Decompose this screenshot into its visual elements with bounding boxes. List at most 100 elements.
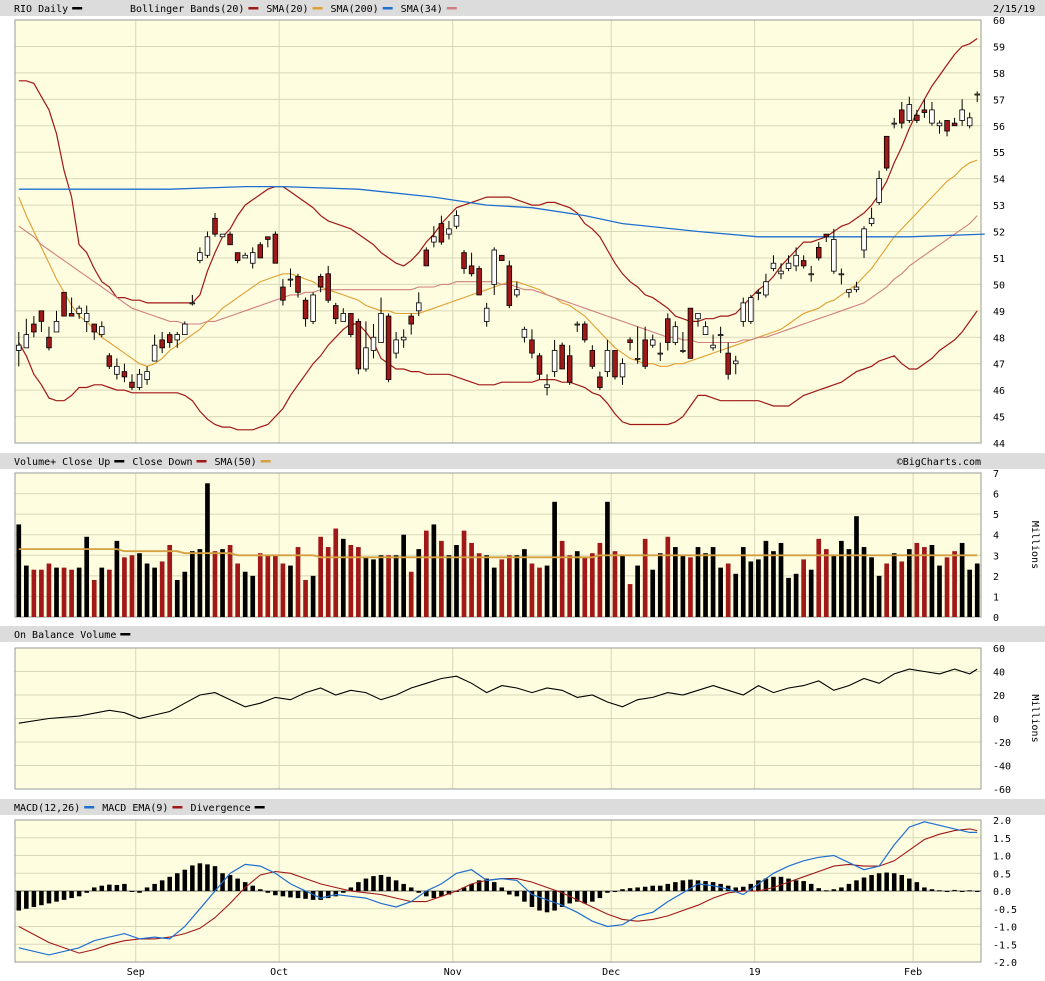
volume-bar (220, 549, 225, 617)
candle-body (438, 223, 445, 243)
candle-body (770, 262, 777, 269)
candle-body (325, 273, 331, 301)
candle-body (189, 302, 196, 305)
volume-bar (371, 559, 376, 617)
bollinger-upper-line (18, 38, 978, 322)
volume-bar (718, 567, 723, 617)
candle-body (604, 350, 611, 373)
y-tick-label: 57 (993, 95, 1005, 106)
volume-bar (876, 575, 882, 617)
divergence-bar (657, 885, 663, 891)
header-bar (0, 0, 1045, 16)
divergence-bar (522, 891, 527, 902)
divergence-bar (76, 891, 82, 897)
divergence-bar (69, 891, 74, 899)
divergence-bar (484, 878, 489, 891)
volume-bar (393, 555, 399, 617)
volume-bar (748, 561, 754, 617)
legend-swatch (254, 806, 265, 809)
sma34-line (18, 215, 978, 344)
candle-body (642, 339, 648, 367)
divergence-bar (590, 891, 595, 902)
candle-body (529, 339, 535, 354)
candle-body (597, 376, 603, 388)
divergence-bar (303, 891, 308, 899)
volume-bar (906, 549, 912, 617)
volume-bar (84, 536, 90, 617)
legend-swatch (382, 7, 393, 10)
bollinger-lower-line (18, 310, 978, 431)
candle-body (53, 320, 60, 333)
candle-body (906, 104, 913, 121)
volume-bar (461, 530, 467, 617)
legend-label: Divergence (190, 803, 250, 814)
volume-bar (303, 579, 308, 617)
candle-body (174, 334, 180, 341)
volume-bar (582, 557, 588, 617)
volume-bar (929, 545, 935, 617)
divergence-bar (341, 891, 346, 893)
y-tick-label: 53 (993, 201, 1005, 212)
candle-body (838, 273, 845, 276)
y-tick-label: -60 (993, 785, 1011, 796)
divergence-bar (378, 875, 384, 891)
legend-swatch (120, 633, 131, 636)
divergence-bar (356, 882, 361, 891)
candle-body (348, 313, 354, 336)
volume-bar (763, 540, 769, 617)
volume-bar (740, 547, 746, 617)
volume-bar (801, 559, 806, 617)
divergence-bar (748, 883, 754, 891)
candle-body (944, 120, 950, 132)
y-tick-label: 20 (993, 691, 1005, 702)
volume-bar (657, 553, 663, 617)
divergence-bar (567, 891, 572, 904)
candle-body (204, 236, 211, 256)
candle-body (861, 228, 867, 251)
volume-bar (522, 549, 527, 617)
y-tick-label: 3 (993, 551, 999, 562)
header-bar (0, 453, 1045, 469)
divergence-bar (627, 888, 633, 891)
volume-bar (567, 555, 573, 617)
volume-bar (605, 501, 610, 617)
volume-bar (823, 549, 829, 617)
candle-body (883, 135, 890, 169)
volume-bar (574, 551, 580, 617)
volume-bar (650, 569, 656, 617)
divergence-bar (235, 878, 240, 891)
divergence-bar (816, 888, 822, 891)
candle-body (378, 313, 384, 343)
volume-bar (793, 573, 799, 617)
candle-body (582, 323, 588, 341)
candle-body (385, 315, 392, 380)
divergence-bar (265, 891, 271, 893)
candle-body (868, 217, 875, 224)
candle-body (551, 350, 558, 373)
divergence-bar (54, 891, 59, 902)
volume-bar (114, 540, 120, 617)
divergence-bar (333, 891, 339, 897)
candle-body (46, 336, 52, 349)
divergence-bar (416, 891, 422, 893)
volume-bar (250, 575, 256, 617)
divergence-bar (922, 887, 927, 891)
volume-bar (235, 563, 240, 617)
candle-body (823, 233, 830, 238)
price-panel-border (14, 19, 982, 444)
divergence-bar (756, 880, 761, 891)
divergence-bar (710, 882, 716, 891)
divergence-bar (854, 880, 859, 891)
volume-bar (167, 545, 173, 617)
divergence-bar (537, 891, 542, 911)
candle-body (627, 339, 633, 343)
y-tick-label: 7 (993, 469, 999, 480)
header-bar (0, 626, 1045, 642)
candle-body (732, 360, 739, 365)
divergence-bar (205, 864, 210, 891)
volume-bar (325, 547, 331, 617)
divergence-bar (167, 876, 172, 891)
volume-bar (378, 555, 384, 617)
divergence-bar (876, 873, 882, 891)
candle-body (249, 252, 256, 264)
